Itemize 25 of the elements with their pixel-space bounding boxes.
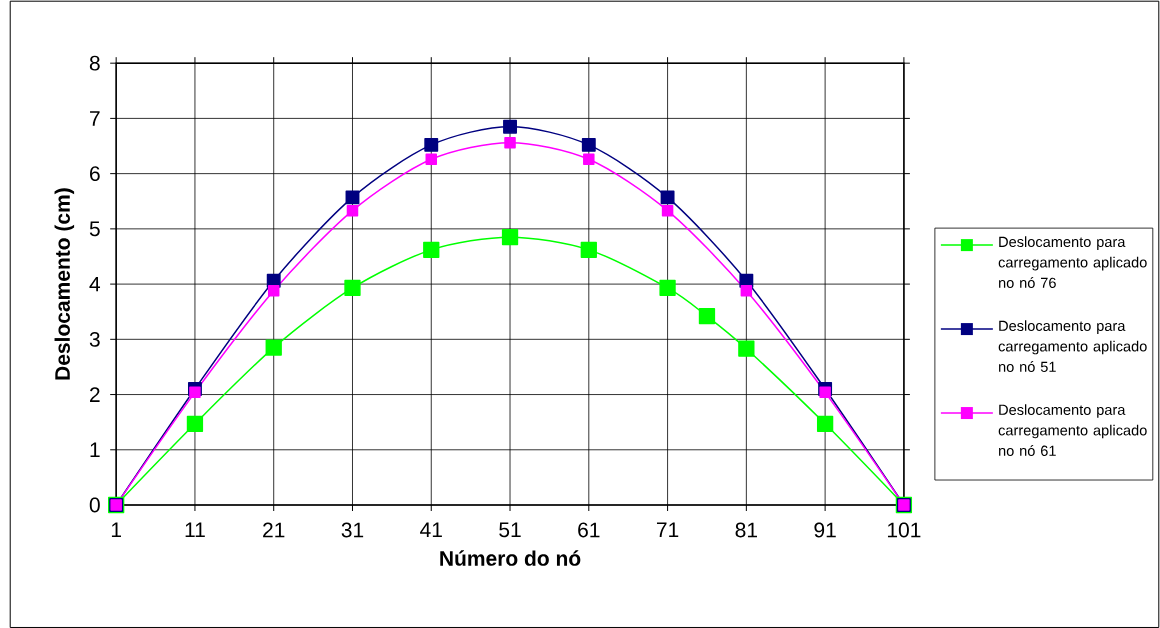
y-tick-label: 1 xyxy=(90,442,100,457)
y-tick-label: 0 xyxy=(89,497,100,513)
x-tick-label: 1 xyxy=(111,522,121,537)
y-axis-title: Deslocamento (cm) xyxy=(54,188,75,380)
y-tick-label: 4 xyxy=(89,276,101,292)
y-tick-label: 8 xyxy=(89,55,100,71)
y-tick-label: 5 xyxy=(89,221,100,237)
x-tick-label: 21 xyxy=(263,522,285,538)
x-tick-label: 91 xyxy=(814,522,836,538)
y-tick-label: 6 xyxy=(90,166,100,181)
y-tick-label: 2 xyxy=(90,387,100,402)
x-tick-label: 11 xyxy=(185,522,205,537)
legend-label: Deslocamento para carregamento aplicado no nó 76 xyxy=(998,236,1147,288)
legend-label: Deslocamento para carregamento aplicado no nó 61 xyxy=(998,404,1147,456)
x-axis-title: Número do nó xyxy=(440,550,581,566)
x-tick-label: 101 xyxy=(887,522,921,538)
x-tick-label: 31 xyxy=(341,522,364,538)
x-tick-label: 41 xyxy=(420,522,442,537)
x-tick-label: 81 xyxy=(735,522,757,538)
y-tick-label: 3 xyxy=(89,331,100,347)
legend-label: Deslocamento para carregamento aplicado no nó 51 xyxy=(998,320,1147,372)
x-tick-label: 61 xyxy=(578,522,600,538)
y-tick-label: 7 xyxy=(90,111,100,126)
x-tick-label: 51 xyxy=(499,522,521,538)
x-tick-label: 71 xyxy=(656,522,679,537)
